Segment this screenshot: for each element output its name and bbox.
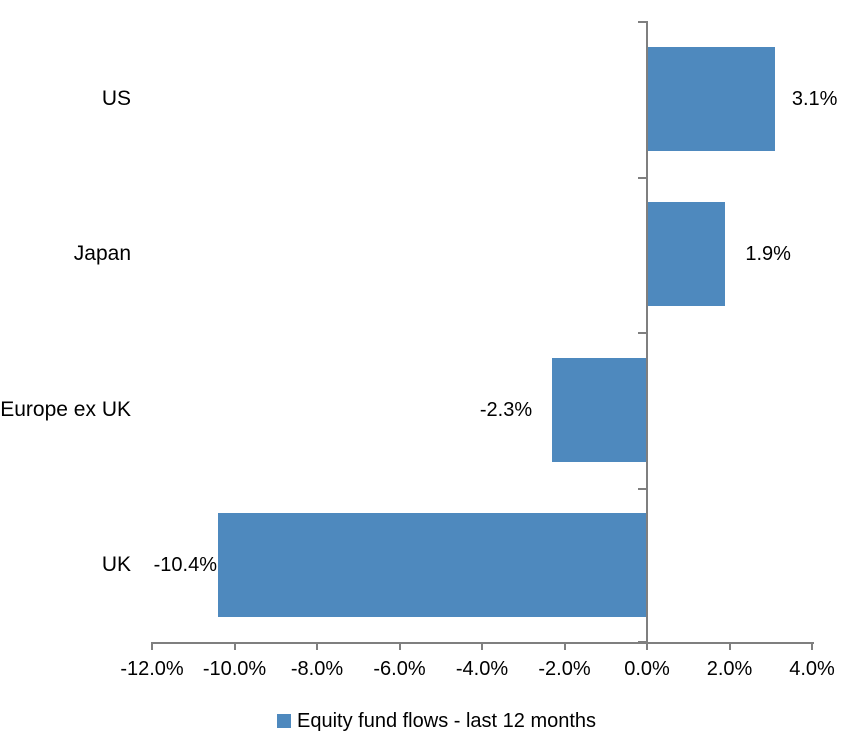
x-tick-label: -2.0%: [538, 658, 591, 680]
x-tick-mark: [563, 642, 566, 650]
category-tick-mark: [638, 21, 646, 23]
legend-color-swatch: [277, 714, 291, 728]
legend: Equity fund flows - last 12 months: [277, 709, 596, 733]
value-label-us: 3.1%: [791, 87, 838, 110]
x-tick-mark: [151, 642, 153, 650]
x-tick-label: -4.0%: [455, 658, 509, 680]
y-axis-line: [646, 21, 648, 643]
category-tick-mark: [638, 332, 646, 334]
bar-europe-ex-uk: [552, 357, 647, 462]
bar-japan: [647, 202, 726, 307]
x-tick-label: 0.0%: [624, 658, 670, 680]
x-tick-mark: [811, 642, 813, 650]
x-tick-label: 4.0%: [789, 658, 835, 680]
category-tick-mark: [638, 487, 646, 490]
x-axis-line: [152, 642, 814, 644]
x-tick-label: -12.0%: [120, 658, 184, 680]
x-tick-mark: [316, 642, 318, 650]
x-tick-mark: [233, 642, 236, 650]
legend-label: Equity fund flows - last 12 months: [297, 710, 597, 732]
category-label-uk: UK: [101, 553, 131, 577]
value-label-uk: -10.4%: [153, 554, 217, 577]
bar-uk: [218, 513, 647, 618]
value-label-japan: 1.9%: [745, 243, 791, 266]
x-tick-mark: [398, 642, 401, 650]
x-tick-mark: [646, 642, 648, 650]
value-label-europe-ex-uk: -2.3%: [479, 398, 533, 421]
x-tick-label: 2.0%: [706, 658, 753, 680]
category-tick-mark: [638, 176, 646, 179]
x-tick-mark: [481, 642, 483, 650]
x-tick-label: -8.0%: [290, 658, 344, 680]
category-label-europe-ex-uk: Europe ex UK: [0, 397, 131, 421]
category-label-us: US: [101, 86, 131, 110]
x-tick-label: -6.0%: [373, 658, 426, 680]
x-tick-mark: [728, 642, 731, 650]
x-tick-label: -10.0%: [202, 658, 267, 680]
category-label-japan: Japan: [73, 242, 131, 266]
bar-us: [647, 46, 775, 151]
